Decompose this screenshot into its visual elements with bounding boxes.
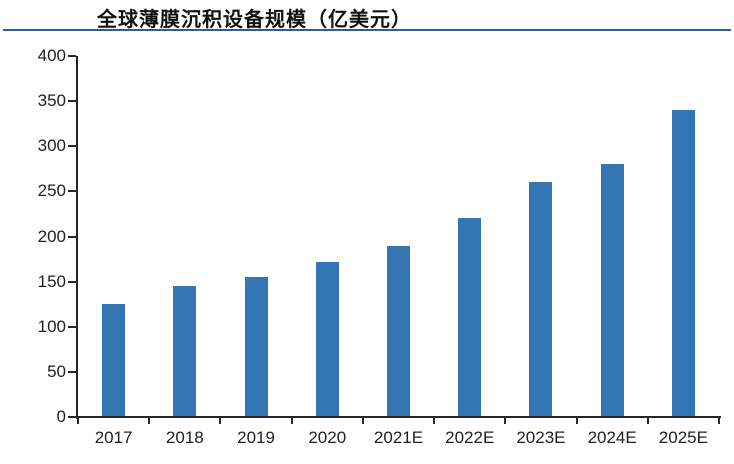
bar-2024E: [600, 164, 624, 417]
x-axis-label-2020: 2020: [308, 428, 347, 447]
x-axis-label-2025E: 2025E: [658, 428, 708, 447]
x-axis-tick: [290, 418, 293, 424]
x-axis-label-2018: 2018: [165, 428, 204, 447]
bar-2018: [173, 286, 197, 417]
x-axis-label-2019: 2019: [237, 428, 275, 447]
x-axis-tick: [77, 418, 79, 424]
y-axis-tick: [68, 416, 76, 418]
y-axis-tick: [68, 100, 76, 103]
x-axis-label-2023E: 2023E: [516, 428, 566, 447]
y-axis-tick: [68, 235, 76, 238]
x-axis-label-2022E: 2022E: [445, 428, 495, 447]
x-axis-label-2021E: 2021E: [373, 428, 424, 447]
x-axis-label-2017: 2017: [94, 428, 133, 447]
bar-2019: [244, 277, 268, 417]
x-axis-tick: [361, 418, 364, 424]
y-axis-line: [76, 56, 78, 419]
x-axis-line: [76, 416, 721, 418]
bar-2022E: [458, 218, 482, 417]
bar-2017: [102, 304, 126, 417]
title-underline: [3, 29, 731, 31]
x-axis-tick: [718, 418, 720, 424]
chart-title: 全球薄膜沉积设备规模（亿美元）: [97, 9, 412, 31]
x-axis-tick: [575, 418, 578, 424]
y-axis-tick: [68, 55, 76, 57]
y-axis-label: 150: [37, 271, 66, 291]
x-axis-tick: [219, 418, 222, 424]
y-axis-tick: [68, 280, 76, 283]
y-axis-tick: [68, 325, 76, 328]
x-axis-label-2024E: 2024E: [587, 428, 637, 447]
y-axis-label: 250: [37, 181, 66, 201]
y-axis-label: 200: [37, 226, 66, 246]
bar-2020: [315, 261, 339, 417]
y-axis-tick: [68, 190, 76, 193]
bar-2023E: [529, 182, 553, 417]
y-axis-label: 100: [37, 316, 66, 336]
y-axis-tick: [68, 145, 76, 148]
y-axis-label: 50: [47, 361, 66, 381]
y-axis-label: 350: [37, 91, 66, 111]
y-axis-label: 0: [56, 407, 66, 426]
y-axis-label: 400: [37, 46, 66, 65]
y-axis-tick: [68, 370, 76, 373]
x-axis-tick: [148, 418, 151, 424]
bar-2025E: [671, 110, 695, 417]
x-axis-tick: [504, 418, 507, 424]
x-axis-tick: [646, 418, 649, 424]
y-axis-label: 300: [37, 136, 66, 156]
bar-2021E: [387, 245, 410, 417]
x-axis-tick: [433, 418, 436, 424]
